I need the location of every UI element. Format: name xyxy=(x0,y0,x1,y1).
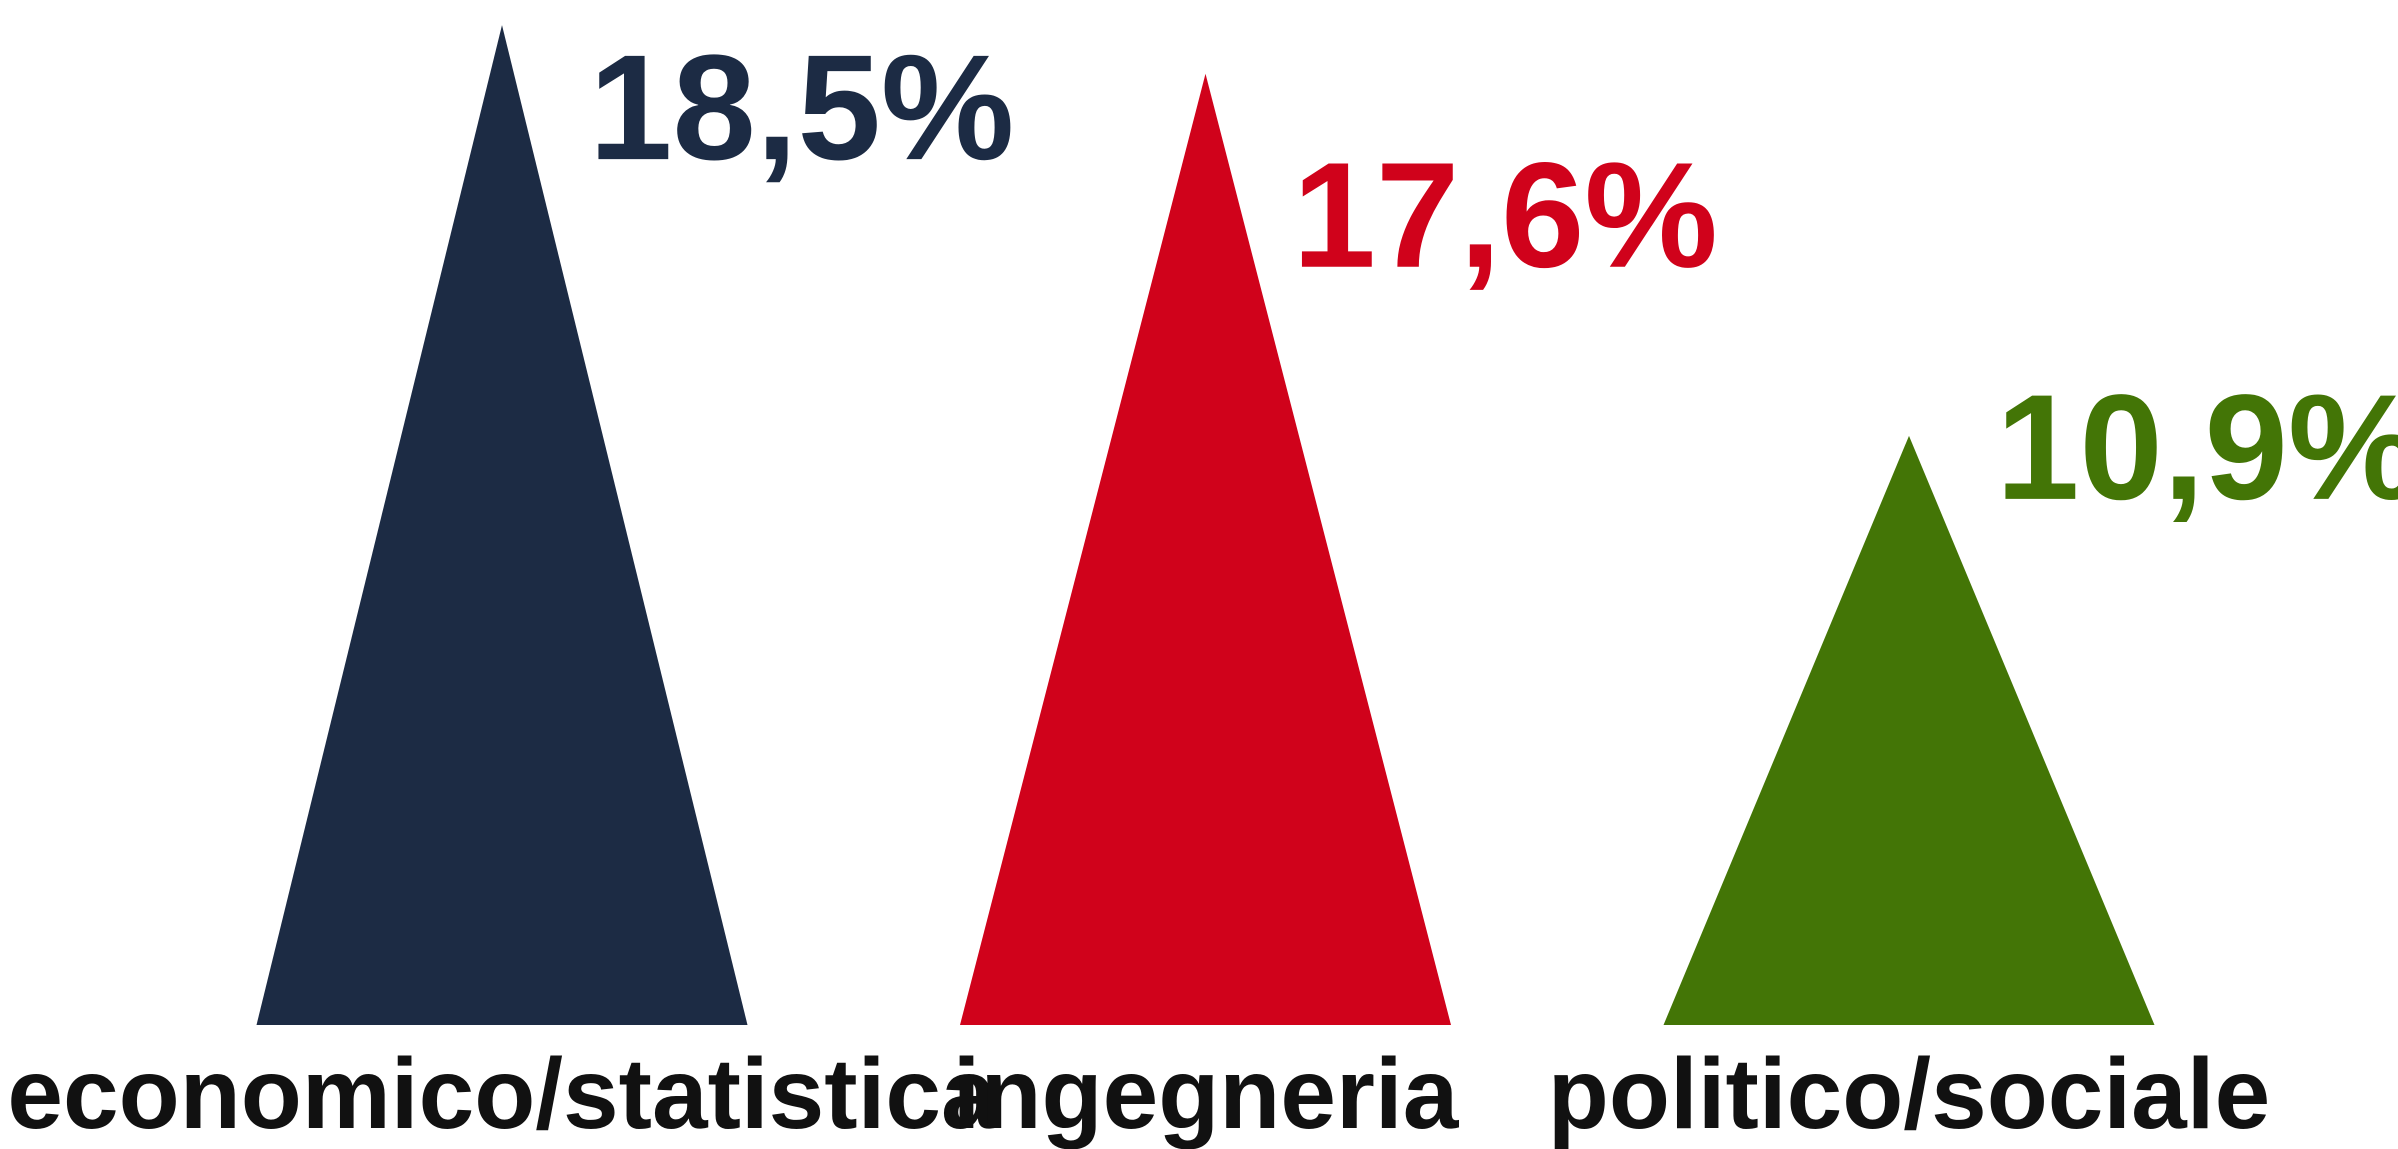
category-label: politico/sociale xyxy=(1548,1038,2270,1149)
value-label: 17,6% xyxy=(1293,131,1718,299)
triangle-bar xyxy=(960,73,1451,1026)
value-label: 18,5% xyxy=(589,23,1014,191)
triangle-bar xyxy=(256,25,748,1025)
triangle-bar xyxy=(1663,435,2155,1026)
category-label: economico/statistica xyxy=(7,1038,998,1149)
category-label: ingegneria xyxy=(953,1038,1460,1149)
value-label: 10,9% xyxy=(1996,363,2398,531)
